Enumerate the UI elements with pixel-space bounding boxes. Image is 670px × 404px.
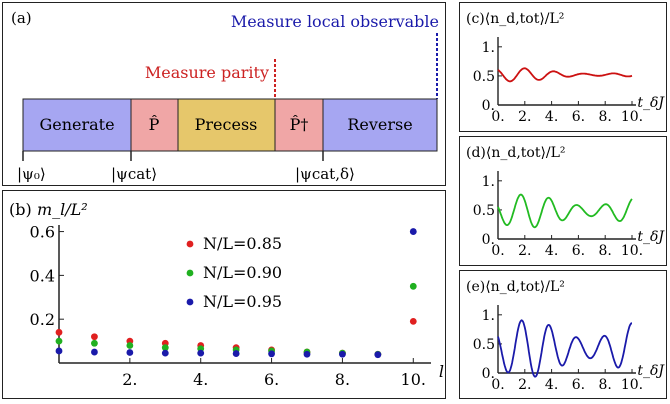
x-axis-label: l <box>439 362 444 381</box>
data-point <box>126 342 134 349</box>
y-tick-label: 0.5 <box>473 203 495 219</box>
line-chart-c: (c)⟨n_d,tot⟩/L² 0. 0.5 1. 0. 2. 4. 6. 8. 10.t_δJ <box>466 11 665 125</box>
x-axis-label: t_δJ <box>637 95 665 111</box>
data-point <box>409 317 417 325</box>
state-psi-cat-delta: |ψcat,δ⟩ <box>295 165 355 183</box>
y-tick-label: 0. <box>482 366 495 382</box>
precess-label: Precess <box>195 115 258 134</box>
y-tick-label: 0.6 <box>30 223 55 242</box>
x-tick-label: 8. <box>599 243 612 259</box>
legend-marker <box>186 298 194 306</box>
panel-label: (c)⟨n_d,tot⟩/L² <box>466 11 564 27</box>
x-axis-label: t_δJ <box>637 229 665 245</box>
p-label: P̂ <box>149 115 160 134</box>
generate-label: Generate <box>39 115 114 134</box>
data-point <box>409 228 417 235</box>
measure-local-label: Measure local observable <box>231 12 439 31</box>
x-tick-label: 6. <box>572 243 585 259</box>
series-line <box>497 67 633 83</box>
series-line <box>497 193 633 229</box>
y-axis-label: m_l/L² <box>37 200 88 219</box>
legend: N/L=0.85 N/L=0.90 N/L=0.95 <box>186 234 282 311</box>
x-tick-label: 6. <box>572 109 585 125</box>
data-point <box>197 349 205 357</box>
data-points <box>55 228 417 359</box>
series-line <box>497 319 632 378</box>
state-psi-cat: |ψcat⟩ <box>111 165 157 183</box>
x-tick-label: 4. <box>545 377 558 393</box>
x-tick-label: 0. <box>491 377 504 393</box>
panel-b-label: (b) <box>9 200 32 219</box>
x-tick-label: 8. <box>335 370 350 389</box>
x-tick-label: 6. <box>264 370 279 389</box>
panel-e: (e)⟨n_d,tot⟩/L² 0. 0.5 1. 0. 2. 4. 6. 8. 10. t_δJ <box>459 270 667 399</box>
data-point <box>161 344 169 352</box>
line-chart-d: (d)⟨n_d,tot⟩/L² 0. 0.5 1. 0. 2. 4. 6. 8. 10.t_δJ <box>466 145 665 259</box>
y-tick-label: 0.5 <box>473 337 495 353</box>
data-point <box>55 337 63 345</box>
y-tick-label: 0. <box>482 232 495 248</box>
data-point <box>232 350 240 357</box>
y-tick-label: 1. <box>482 308 495 324</box>
legend-entry: N/L=0.85 <box>203 234 282 253</box>
data-point <box>409 282 417 290</box>
x-tick-label: 8. <box>599 377 612 393</box>
legend-marker <box>186 240 194 248</box>
panel-a-label: (a) <box>11 9 32 27</box>
legend-entry: N/L=0.90 <box>203 263 282 282</box>
axes: 2. 4. 6. 8. 10. 0.2 0.4 0.6 <box>30 223 431 389</box>
legend-marker <box>186 269 194 277</box>
x-tick-label: 2. <box>122 370 137 389</box>
x-tick-label: 10. <box>621 377 643 393</box>
x-tick-label: 2. <box>518 377 531 393</box>
panel-d: (d)⟨n_d,tot⟩/L² 0. 0.5 1. 0. 2. 4. 6. 8. 10. t_δJ <box>459 136 667 266</box>
x-axis-label: t_δJ <box>637 363 665 379</box>
p-dagger-label: P̂† <box>290 115 309 134</box>
x-tick-label: 0. <box>491 243 504 259</box>
panel-c: (c)⟨n_d,tot⟩/L² 0. 0.5 1. 0. 2. 4. 6. 8. 10. t_δJ <box>459 2 667 132</box>
y-tick-label: 1. <box>482 40 495 56</box>
panel-b: (b) m_l/L² l 2. 4. 6. 8. 10. 0.2 0.4 0.6 N/L=0.… <box>2 190 446 399</box>
data-point <box>126 349 134 356</box>
measure-parity-label: Measure parity <box>145 63 269 82</box>
x-tick-label: 2. <box>518 109 531 125</box>
p-block <box>130 98 179 152</box>
x-tick-label: 4. <box>545 243 558 259</box>
x-tick-label: 0. <box>491 109 504 125</box>
x-tick-label: 8. <box>599 109 612 125</box>
panel-label: (e)⟨n_d,tot⟩/L² <box>466 279 565 295</box>
x-tick-label: 10. <box>621 109 643 125</box>
data-point <box>339 350 346 358</box>
state-psi0: |ψ₀⟩ <box>17 165 46 183</box>
data-point <box>55 347 63 355</box>
scatter-chart: (b) m_l/L² l 2. 4. 6. 8. 10. 0.2 0.4 0.6 N/L=0.… <box>9 200 444 389</box>
x-tick-label: 10. <box>621 243 643 259</box>
y-tick-label: 0. <box>482 98 495 114</box>
data-point <box>91 339 98 347</box>
data-point <box>91 333 98 341</box>
data-point <box>374 351 382 359</box>
y-tick-label: 1. <box>482 174 495 190</box>
x-tick-label: 10. <box>401 370 426 389</box>
y-tick-label: 0.4 <box>30 266 55 285</box>
data-point <box>161 349 169 357</box>
x-tick-label: 2. <box>518 243 531 259</box>
panel-a: (a) Measure local observable Measure par… <box>2 2 446 186</box>
line-chart-e: (e)⟨n_d,tot⟩/L² 0. 0.5 1. 0. 2. 4. 6. 8. 10.t_δJ <box>466 279 665 393</box>
data-point <box>91 348 98 356</box>
panel-label: (d)⟨n_d,tot⟩/L² <box>466 145 566 161</box>
y-tick-label: 0.5 <box>473 69 495 85</box>
y-tick-label: 0.2 <box>30 310 55 329</box>
legend-entry: N/L=0.95 <box>203 292 282 311</box>
data-point <box>303 350 311 358</box>
data-point <box>55 328 63 336</box>
x-tick-label: 4. <box>193 370 208 389</box>
x-tick-label: 6. <box>572 377 585 393</box>
protocol-diagram: (a) Measure local observable Measure par… <box>11 9 439 183</box>
reverse-block <box>322 98 438 152</box>
data-point <box>268 350 275 358</box>
x-tick-label: 4. <box>545 109 558 125</box>
reverse-label: Reverse <box>347 115 412 134</box>
